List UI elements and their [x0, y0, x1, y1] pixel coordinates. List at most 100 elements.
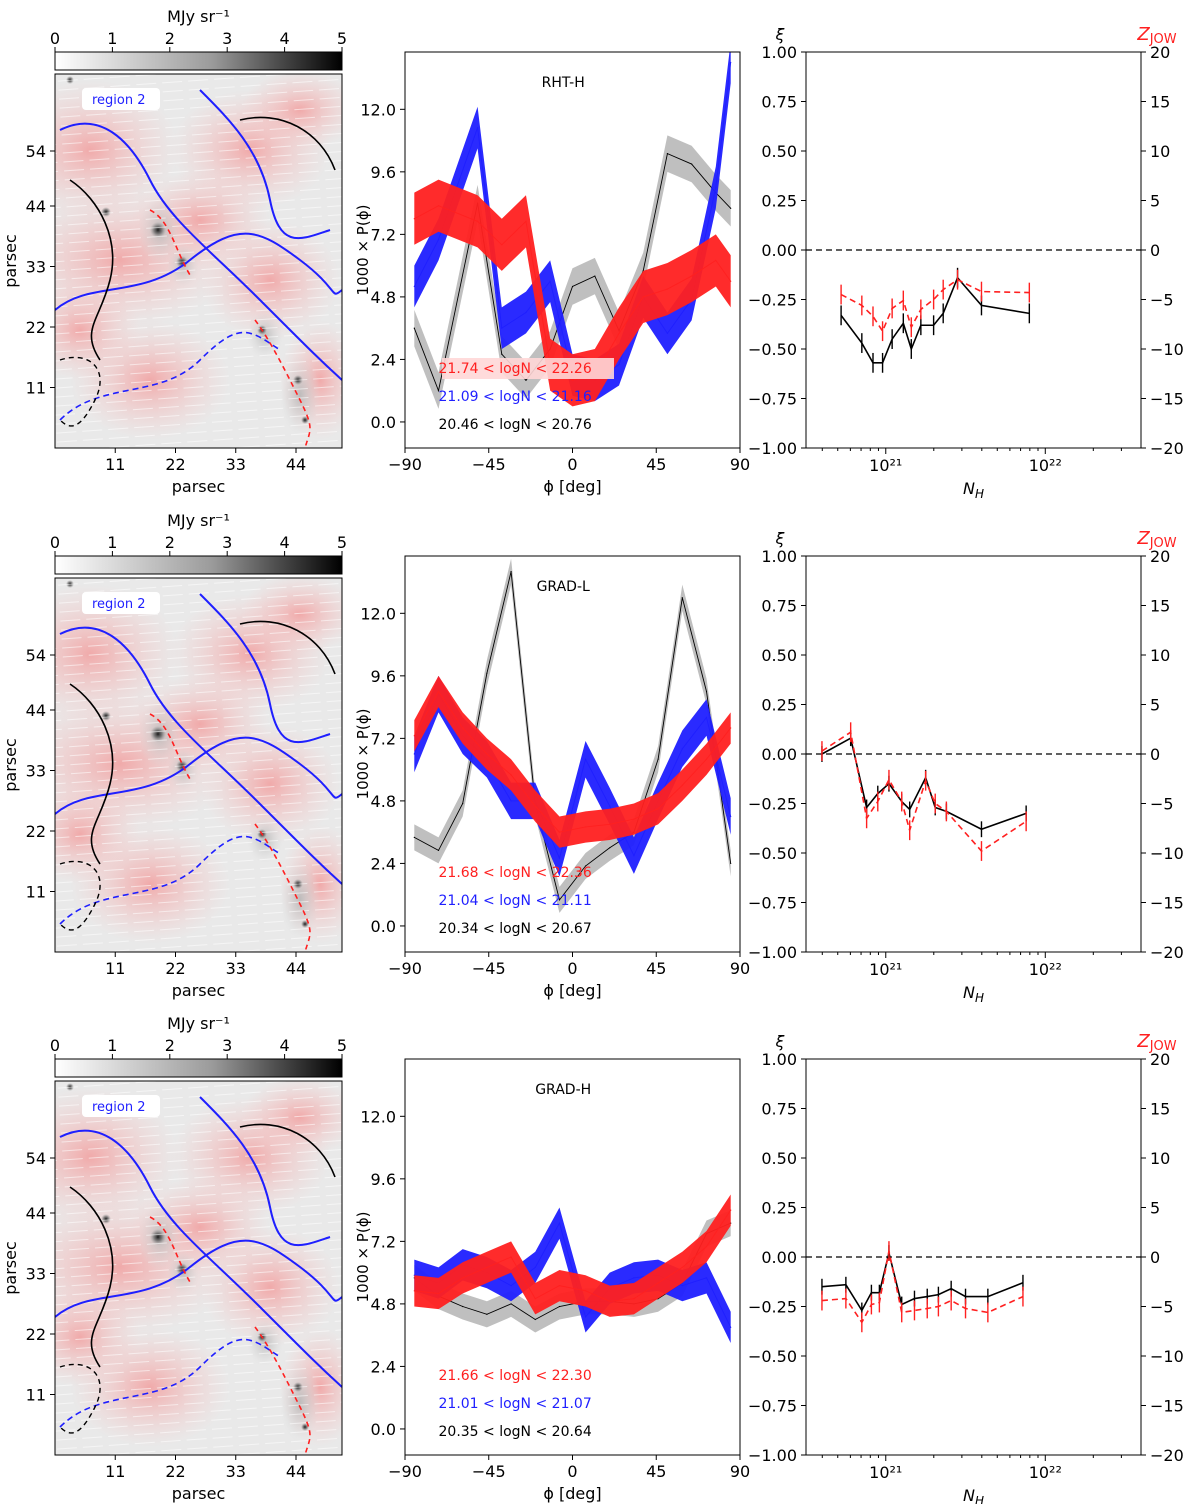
x-tick-label: 45 — [646, 1462, 666, 1481]
y-right-tick-label: 10 — [1150, 1149, 1170, 1168]
colorbar-tick-label: 1 — [107, 29, 117, 48]
y-left-tick-label: −0.25 — [748, 291, 797, 310]
series-mid-point — [705, 1277, 708, 1279]
plot-data — [413, 1194, 732, 1343]
series-high-point — [642, 296, 644, 298]
y-right-tick-label: 5 — [1150, 696, 1160, 715]
series-mid-point — [666, 332, 669, 334]
map-x-tick-label: 33 — [226, 1462, 246, 1481]
histogram-panel-1: RHT-H 21.74 < logN < 22.26 21.09 < logN < … — [354, 51, 750, 496]
colorbar-tick-label: 2 — [165, 533, 175, 552]
map-x-tick-label: 11 — [105, 455, 125, 474]
y-left-tick-label: 0.50 — [761, 142, 797, 161]
series-high-line — [413, 690, 732, 833]
x-tick-label: −45 — [472, 455, 506, 474]
colorbar-tick-label: 3 — [222, 533, 232, 552]
contour — [69, 683, 114, 865]
y-right-axis-label: ZJOW — [1136, 1031, 1176, 1054]
y-right-tick-label: −15 — [1150, 390, 1184, 409]
map-y-tick-label: 33 — [26, 762, 46, 781]
series-high-point — [730, 280, 732, 282]
series-xi-line — [821, 1252, 1024, 1313]
series-low-point — [437, 390, 440, 392]
series-mid-point — [633, 855, 635, 857]
y-tick-label: 4.8 — [371, 288, 396, 307]
series-low-point — [525, 379, 527, 381]
series-high-point — [618, 332, 620, 334]
map-image — [55, 74, 342, 448]
series-low-point — [486, 672, 488, 674]
series-low-point — [486, 1313, 488, 1315]
series-mid-point — [681, 748, 683, 750]
map-y-tick-label: 11 — [26, 1386, 46, 1405]
series-high-point — [558, 831, 561, 833]
y-right-tick-label: 15 — [1150, 93, 1170, 112]
contour — [59, 626, 342, 885]
colorbar-label: MJy sr⁻¹ — [167, 1014, 230, 1033]
series-high-point — [534, 805, 536, 807]
series-xi-line — [821, 736, 1027, 831]
legend-low: 20.34 < logN < 20.67 — [439, 921, 592, 937]
series-high-point — [705, 758, 708, 760]
series-mid-point — [510, 800, 512, 802]
y-right-tick-label: −15 — [1150, 1397, 1184, 1416]
series-low-line — [414, 571, 732, 901]
x-axis-label: ϕ [deg] — [543, 1484, 601, 1503]
y-left-tick-label: 0.25 — [761, 1199, 797, 1218]
y-tick-label: 0.0 — [371, 1420, 396, 1439]
map-panel-1: MJy sr⁻¹ 0 1 2 3 4 5 region 2 11 22 33 44 54 44 33 22 11… — [1, 7, 347, 496]
x-tick-label: −45 — [472, 1462, 506, 1481]
map-x-axis-label: parsec — [172, 1484, 226, 1503]
series-low-band — [414, 135, 731, 409]
y-left-tick-label: 1.00 — [761, 1050, 797, 1069]
series-mid-point — [525, 311, 527, 314]
colorbar-label: MJy sr⁻¹ — [167, 7, 230, 26]
contour — [199, 1096, 331, 1247]
map-frame — [54, 73, 343, 449]
contour — [59, 860, 101, 931]
x-axis-label: ϕ [deg] — [543, 477, 601, 496]
y-tick-label: 9.6 — [371, 1170, 396, 1189]
map-x-tick-label: 22 — [165, 959, 185, 978]
series-low-point — [558, 899, 561, 901]
series-low-point — [609, 847, 611, 849]
series-high-point — [413, 218, 415, 220]
contour — [239, 1123, 336, 1178]
y-tick-label: 2.4 — [371, 350, 396, 369]
legend-high: 21.68 < logN < 22.36 — [439, 865, 592, 881]
y-right-tick-label: −5 — [1150, 795, 1174, 814]
series-low-point — [413, 327, 415, 329]
series-mid-point — [476, 126, 479, 129]
contour — [239, 116, 336, 171]
y-axis-label: 1000 × P(ϕ) — [354, 709, 372, 800]
y-right-tick-label: 0 — [1150, 1248, 1160, 1267]
map-y-tick-label: 54 — [26, 1149, 46, 1168]
contour — [59, 356, 101, 427]
series-mid-point — [633, 1277, 635, 1279]
map-y-axis-label: parsec — [1, 1241, 20, 1295]
y-right-tick-label: −5 — [1150, 1298, 1174, 1317]
series-high-point — [657, 808, 659, 810]
map-frame — [54, 1080, 343, 1456]
series-mid-point — [534, 1266, 536, 1269]
series-high-point — [413, 735, 415, 737]
contour — [55, 232, 342, 311]
series-mid-point — [705, 716, 708, 719]
series-high-point — [462, 1277, 464, 1279]
x-tick-label: 10²¹ — [869, 456, 902, 475]
colorbar-tick-label: 4 — [280, 533, 290, 552]
series-high-point — [462, 727, 464, 729]
colorbar-label: MJy sr⁻¹ — [167, 511, 230, 530]
y-axis-label: 1000 × P(ϕ) — [354, 1212, 372, 1303]
panel-title: RHT-H — [542, 75, 585, 91]
y-right-tick-label: 10 — [1150, 142, 1170, 161]
contour — [199, 593, 331, 744]
y-left-tick-label: 0.50 — [761, 1149, 797, 1168]
series-high-point — [525, 220, 527, 222]
map-x-tick-label: 33 — [226, 959, 246, 978]
y-tick-label: 12.0 — [360, 604, 396, 623]
colorbar-tick-label: 1 — [107, 533, 117, 552]
y-left-axis-label: ξ — [775, 25, 786, 44]
series-mid-point — [413, 285, 415, 288]
series-mid-point — [730, 815, 732, 818]
